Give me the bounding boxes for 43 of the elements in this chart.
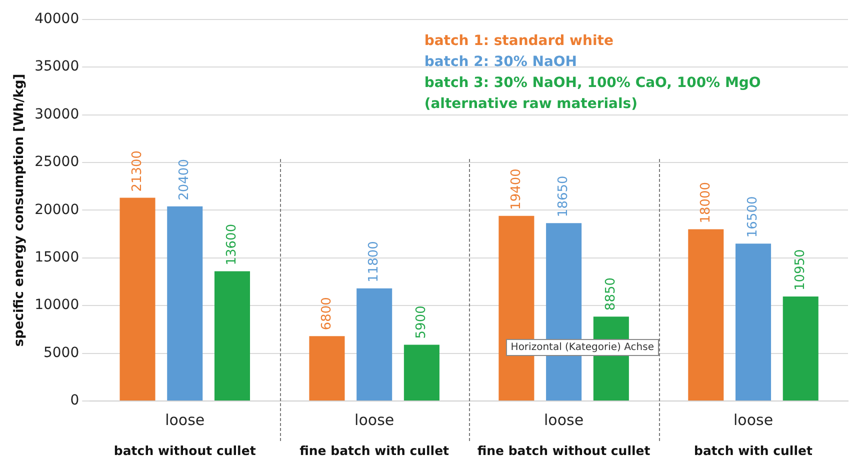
data-label: 20400	[177, 159, 192, 200]
bar	[688, 229, 724, 400]
data-label: 16500	[746, 196, 761, 238]
y-axis-title: specific energy consumption [Wh/kg]	[12, 74, 28, 347]
text: fine batch without cullet	[476, 443, 652, 458]
bar	[309, 336, 345, 400]
data-label: 11800	[366, 241, 382, 282]
bar	[214, 271, 250, 400]
data-label: 21300	[130, 150, 145, 192]
text: batch without cullet	[112, 443, 257, 458]
x-tick-label: loose	[354, 410, 394, 429]
data-label: 19400	[508, 168, 524, 210]
bar	[736, 244, 772, 400]
y-tick-label: 0	[70, 392, 80, 409]
bar	[782, 296, 818, 400]
text: batch 1: standard white	[424, 32, 614, 52]
bar	[120, 198, 156, 400]
y-tick-label: 20000	[34, 202, 80, 218]
y-tick-label: 25000	[34, 154, 80, 170]
x-tick-label: loose	[165, 410, 205, 429]
text: batch 2: 30% NaOH	[424, 53, 578, 72]
text: fine batch with cullet	[298, 443, 450, 458]
annotation: Horizontal (Kategorie) Achse	[506, 339, 659, 356]
y-tick-label: 10000	[34, 297, 80, 314]
y-tick-label: 5000	[43, 344, 80, 361]
text: batch 3: 30% NaOH, 100% CaO, 100% MgO (alternative raw materials)	[424, 74, 762, 114]
bar	[356, 288, 392, 400]
data-label: 5900	[414, 306, 430, 339]
y-tick-label: 40000	[34, 11, 80, 28]
x-tick-label: loose	[544, 410, 584, 429]
y-tick-label: 35000	[34, 58, 80, 75]
x-tick-label: loose	[733, 410, 774, 429]
data-label: 18650	[556, 176, 572, 218]
data-label: 18000	[698, 182, 714, 224]
y-tick-label: 15000	[34, 250, 80, 266]
data-label: 6800	[319, 297, 334, 330]
bar	[404, 344, 440, 400]
data-label: 8850	[604, 277, 619, 311]
text: batch with cullet	[693, 443, 814, 458]
data-label: 13600	[224, 224, 240, 266]
y-tick-label: 30000	[34, 106, 80, 122]
bar	[167, 206, 203, 400]
data-label: 10950	[793, 249, 808, 291]
